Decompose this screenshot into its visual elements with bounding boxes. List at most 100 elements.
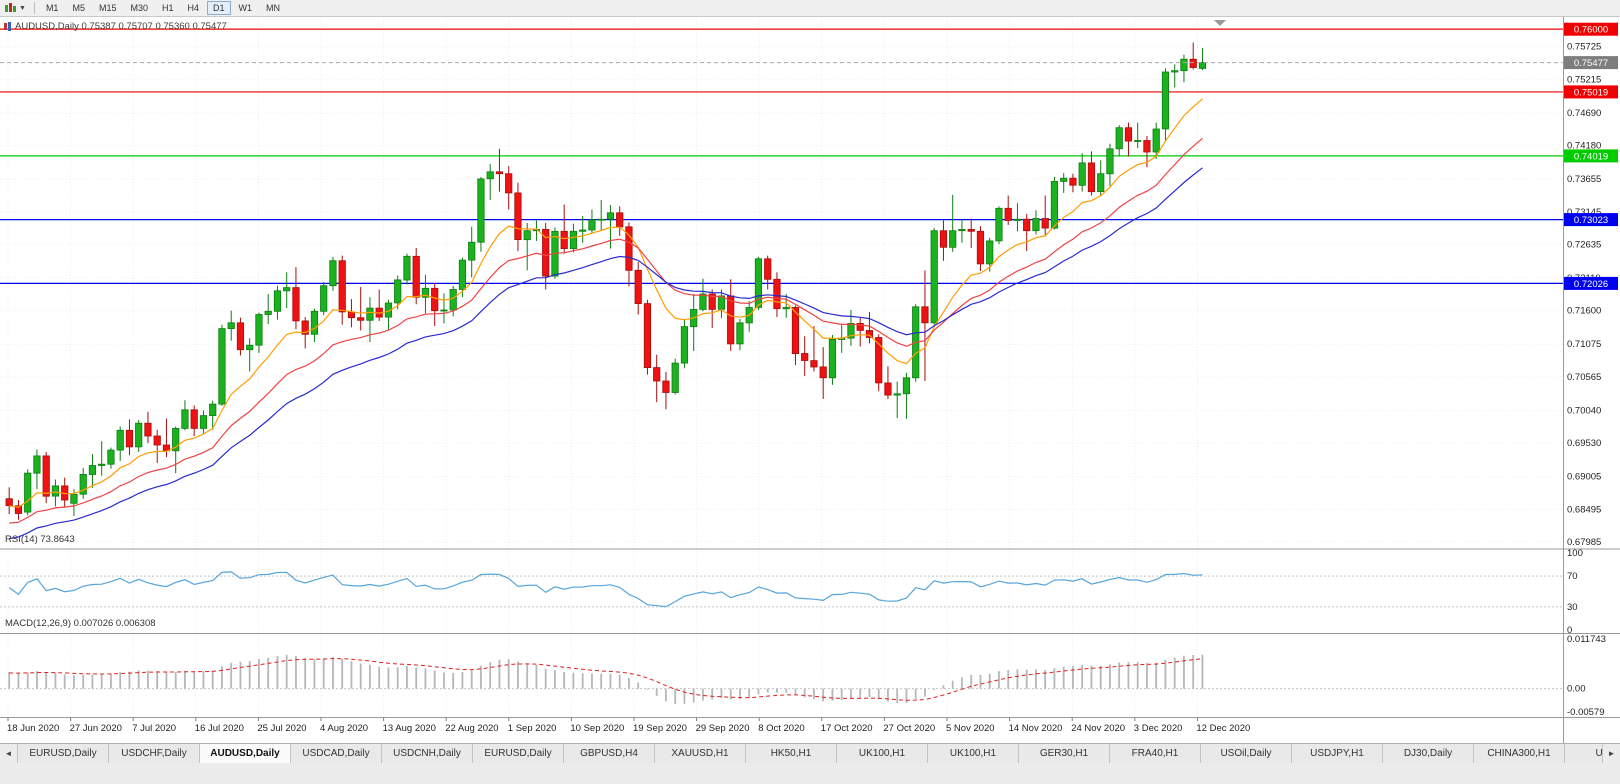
moving-average-20 [9,137,1203,524]
tabs-scroll-right-button[interactable]: ► [1602,744,1620,763]
price-axis-label: 0.74690 [1567,108,1601,119]
chart-tab-eurusd-daily[interactable]: EURUSD,Daily [18,744,109,763]
timeframe-button-d1[interactable]: D1 [207,1,231,15]
date-tick-label: 4 Aug 2020 [320,723,368,734]
date-tick-label: 7 Jul 2020 [132,723,176,734]
symbol-marker-icon [4,22,13,31]
chart-tab-usdcad-daily[interactable]: USDCAD,Daily [291,744,382,763]
macd-indicator-label: MACD(12,26,9) 0.007026 0.006308 [5,618,156,629]
chart-title-text: AUDUSD,Daily 0.75387 0.75707 0.75360 0.7… [15,21,227,32]
chart-tab-bar: ◄ EURUSD,Daily USDCHF,Daily AUDUSD,Daily US… [0,743,1620,763]
bottom-strip [0,763,1620,784]
date-tick-label: 14 Nov 2020 [1009,723,1063,734]
chart-tab-china300-h1[interactable]: CHINA300,H1 [1474,744,1565,763]
timeframe-button-w1[interactable]: W1 [233,1,259,15]
toolbar-separator [33,2,35,14]
timeframe-button-m15[interactable]: M15 [93,1,123,15]
price-axis-label: 0.72635 [1567,239,1601,250]
timeframe-button-h4[interactable]: H4 [182,1,206,15]
chart-tab-usoil[interactable]: USOil, [1565,744,1602,763]
macd-axis-label: -0.00579 [1567,707,1605,718]
price-axis-label: 0.69530 [1567,438,1601,449]
date-tick-label: 16 Jul 2020 [195,723,244,734]
date-tick-label: 3 Dec 2020 [1134,723,1183,734]
chart-tab-gbpusd-h4[interactable]: GBPUSD,H4 [564,744,655,763]
horizontal-level-lines[interactable] [0,28,1563,284]
level-price-badge: 0.72026 [1574,279,1608,290]
chart-tab-fra40-h1[interactable]: FRA40,H1 [1110,744,1201,763]
chart-title: AUDUSD,Daily 0.75387 0.75707 0.75360 0.7… [4,21,227,32]
tabs-scroll-left-button[interactable]: ◄ [0,744,18,763]
date-tick-label: 1 Sep 2020 [508,723,557,734]
date-tick-label: 13 Aug 2020 [383,723,436,734]
price-axis-label: 0.71600 [1567,306,1601,317]
rsi-axis-label: 0 [1567,625,1572,636]
level-price-badge: 0.73023 [1574,215,1608,226]
date-tick-label: 29 Sep 2020 [696,723,750,734]
chart-tab-usdcnh-daily[interactable]: USDCNH,Daily [382,744,473,763]
level-price-badge: 0.75019 [1574,87,1608,98]
chart-tab-usoil-daily[interactable]: USOil,Daily [1201,744,1292,763]
timeframe-button-h1[interactable]: H1 [156,1,180,15]
chart-tab-hk50-h1[interactable]: HK50,H1 [746,744,837,763]
level-price-badge: 0.76000 [1574,25,1608,36]
grid [0,17,1563,717]
chart-tab-eurusd-daily[interactable]: EURUSD,Daily [473,744,564,763]
price-axis-label: 0.73145 [1567,207,1601,218]
macd-axis-label: 0.00 [1567,684,1586,695]
macd-axis-label: 0.011743 [1567,634,1606,645]
level-price-badge: 0.74019 [1574,151,1608,162]
price-axis-label: 0.70040 [1567,405,1601,416]
timeframe-button-m1[interactable]: M1 [40,1,65,15]
chart-tab-ger30-h1[interactable]: GER30,H1 [1019,744,1110,763]
chart-tab-usdjpy-h1[interactable]: USDJPY,H1 [1292,744,1383,763]
date-tick-label: 8 Oct 2020 [758,723,804,734]
rsi-line [8,571,1203,608]
price-axis[interactable]: 0.75725 0.75215 0.74690 0.74180 0.73655 0.731… [1564,22,1618,548]
macd-histogram [8,654,1204,704]
dropdown-caret-icon[interactable]: ▼ [19,4,26,12]
rsi-axis-label: 100 [1567,548,1583,559]
date-tick-label: 19 Sep 2020 [633,723,687,734]
date-tick-label: 5 Nov 2020 [946,723,995,734]
date-tick-label: 18 Jun 2020 [7,723,59,734]
rsi-indicator-label: RSI(14) 73.8643 [5,534,75,545]
current-price-badge [1564,56,1618,70]
date-tick-label: 12 Dec 2020 [1196,723,1250,734]
chart-type-icon[interactable] [4,2,17,14]
price-axis-label: 0.68495 [1567,504,1601,515]
moving-average-30 [9,167,1203,540]
chart-region[interactable]: 18 Jun 2020 27 Jun 2020 7 Jul 2020 16 Jul 2… [0,17,1620,743]
chart-tab-audusd-daily[interactable]: AUDUSD,Daily [200,744,291,763]
price-axis-label: 0.74180 [1567,141,1601,152]
chart-tab-uk100-h1[interactable]: UK100,H1 [928,744,1019,763]
timeframe-button-mn[interactable]: MN [260,1,286,15]
date-tick-label: 25 Jul 2020 [257,723,306,734]
chart-tab-usdchf-daily[interactable]: USDCHF,Daily [109,744,200,763]
chart-tabs-list: EURUSD,Daily USDCHF,Daily AUDUSD,Daily USDC… [18,744,1602,763]
price-chart-svg[interactable]: 18 Jun 2020 27 Jun 2020 7 Jul 2020 16 Jul 2… [0,17,1620,743]
chart-tab-xauusd-h1[interactable]: XAUUSD,H1 [655,744,746,763]
svg-text:0.75477: 0.75477 [1574,58,1608,69]
date-tick-label: 10 Sep 2020 [570,723,624,734]
timeframe-buttons: M1 M5 M15 M30 H1 H4 D1 W1 MN [39,1,287,15]
date-tick-label: 17 Oct 2020 [821,723,873,734]
timeframe-button-m5[interactable]: M5 [66,1,91,15]
chart-tab-uk100-h1[interactable]: UK100,H1 [837,744,928,763]
chart-background [0,17,1620,743]
timeframe-toolbar: ▼ M1 M5 M15 M30 H1 H4 D1 W1 MN [0,0,1620,17]
price-axis-label: 0.71075 [1567,339,1601,350]
price-axis-label: 0.75215 [1567,74,1601,85]
chart-tab-dj30-daily[interactable]: DJ30,Daily [1383,744,1474,763]
price-axis-label: 0.69005 [1567,472,1601,483]
price-axis-label: 0.70565 [1567,372,1601,383]
price-axis-label: 0.75725 [1567,42,1601,53]
price-axis-label: 0.73655 [1567,174,1601,185]
date-tick-label: 27 Jun 2020 [70,723,122,734]
date-tick-label: 22 Aug 2020 [445,723,498,734]
price-axis-label: 0.67985 [1567,537,1601,548]
shift-marker-icon[interactable] [1214,20,1226,26]
timeframe-button-m30[interactable]: M30 [124,1,154,15]
moving-average-10 [9,98,1203,508]
